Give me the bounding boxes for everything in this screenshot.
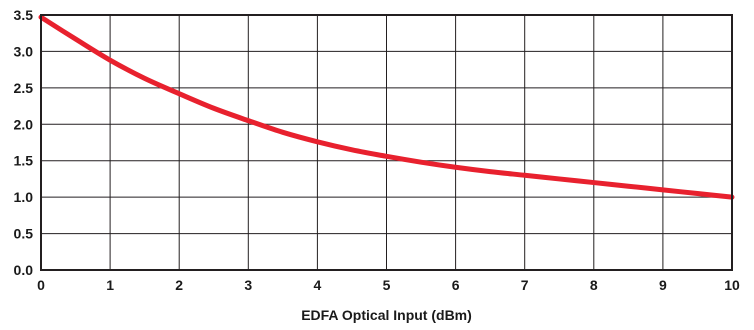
y-tick-label: 2.5: [14, 80, 34, 96]
x-tick-label: 7: [521, 277, 529, 293]
plot-frame: [40, 14, 733, 271]
x-tick-label: 0: [37, 277, 45, 293]
x-axis-title: EDFA Optical Input (dBm): [301, 307, 472, 323]
y-tick-label: 3.0: [14, 43, 34, 59]
y-tick-label: 0.5: [14, 226, 34, 242]
y-axis-ticks: 0.0 0.5 1.0 1.5 2.0 2.5 3.0 3.5: [14, 7, 34, 278]
x-tick-label: 6: [452, 277, 460, 293]
y-tick-label: 0.0: [14, 262, 34, 278]
x-tick-label: 9: [659, 277, 667, 293]
series-line: [38, 14, 735, 200]
y-tick-label: 3.5: [14, 7, 34, 23]
series-layer: [38, 14, 735, 200]
x-tick-label: 8: [590, 277, 598, 293]
x-axis-ticks: 0 1 2 3 4 5 6 7 8 9 10: [37, 277, 740, 293]
y-tick-label: 1.5: [14, 153, 34, 169]
y-tick-label: 1.0: [14, 189, 34, 205]
x-tick-label: 4: [314, 277, 322, 293]
y-tick-label: 2.0: [14, 116, 34, 132]
x-tick-label: 1: [106, 277, 114, 293]
x-tick-label: 10: [724, 277, 740, 293]
x-tick-label: 3: [244, 277, 252, 293]
x-tick-label: 5: [383, 277, 391, 293]
grid: [41, 15, 732, 270]
x-tick-label: 2: [175, 277, 183, 293]
